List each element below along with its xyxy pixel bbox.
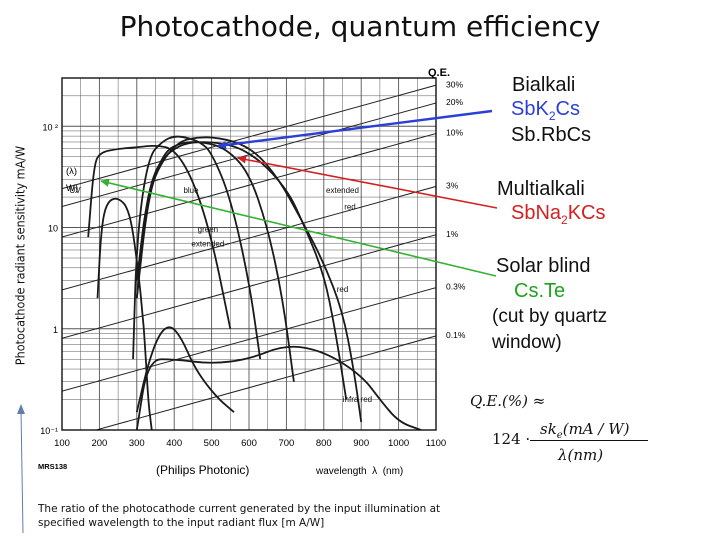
x-tick-label: 400: [166, 438, 182, 449]
curve-labels: UV blue extended red green extended red infra r…: [70, 186, 373, 404]
y-tick-label: 10⁻¹: [40, 426, 58, 436]
curve-label: blue: [183, 186, 199, 195]
curve-label: red: [337, 285, 349, 294]
x-tick-label: 500: [204, 438, 220, 449]
curve-red: [135, 141, 348, 400]
fraction-bar: [530, 440, 648, 441]
x-tick-label: 300: [129, 438, 145, 449]
x-tick-label: 700: [278, 438, 294, 449]
curve-infra-red: [135, 345, 422, 430]
y-tick-label: 1: [53, 325, 58, 335]
x-tick-label: 100: [54, 438, 70, 449]
blue-arrow: [217, 109, 493, 149]
legend-sbna2kcs: SbNa2KCs: [511, 202, 606, 227]
x-tick-label: 600: [241, 438, 257, 449]
qe-labels: 30% 20% 10% 3% 1% 0.3% 0.1%: [446, 79, 466, 340]
y-label-line2: W): [66, 183, 78, 194]
formula-lhs: Q.E.(%) ≈: [470, 392, 546, 410]
curve-label: extended: [191, 239, 224, 248]
curve-green-extended: [135, 141, 295, 382]
qe-diagonal-lines: [62, 84, 436, 430]
legend-quartz-note-2: window): [492, 332, 562, 353]
qe-label: 0.3%: [446, 282, 466, 292]
qe-axis-title: Q.E.: [428, 67, 450, 79]
green-arrow: [100, 178, 497, 277]
curves: [87, 135, 422, 430]
formula-factor: 124 ·: [492, 430, 531, 448]
y-label-line1: (λ): [66, 166, 77, 177]
curve-UV: [87, 144, 232, 329]
qe-formula: Q.E.(%) ≈ 124 · ske(mA / W) λ(nm): [470, 390, 710, 480]
curve-label: infra red: [343, 395, 372, 404]
legend-multialkali-title: Multialkali: [497, 178, 585, 200]
formula-numerator: ske(mA / W): [540, 420, 630, 441]
qe-line: [62, 132, 436, 238]
y-tick-label: 10 ²: [42, 122, 58, 132]
grid: [62, 78, 436, 430]
plot-frame: [61, 77, 437, 431]
qe-line: [94, 335, 436, 430]
caption-pointer-line: [20, 409, 24, 534]
x-tick-labels: 100 200 300 400 500 600 700 800 900 1000 1100: [54, 438, 446, 449]
legend-quartz-note-1: (cut by quartz: [492, 306, 608, 327]
caption-pointer-arrowhead: [17, 404, 25, 414]
corner-code: MRS138: [38, 462, 67, 471]
chart-footer-source: (Philips Photonic): [156, 463, 249, 477]
x-axis-label: wavelength λ (nm): [315, 466, 403, 477]
curve-bump: [135, 326, 235, 413]
qe-label: 20%: [446, 97, 463, 107]
y-tick-labels: 10⁻¹ 1 10 10 ²: [40, 122, 58, 436]
curve-label: extended: [326, 186, 359, 195]
curve-label: green: [198, 225, 218, 234]
legend-sbrbcs: Sb.RbCs: [511, 124, 592, 146]
curve-solar-blind: [96, 197, 153, 430]
curve-label: red: [344, 203, 356, 212]
qe-label: 30%: [446, 79, 463, 89]
x-tick-label: 900: [353, 438, 369, 449]
y-tick-label: 10: [48, 224, 58, 234]
qe-line: [62, 185, 436, 291]
qe-label: 0.1%: [446, 330, 466, 340]
legend-solar-blind-title: Solar blind: [496, 255, 591, 277]
formula-denominator: λ(nm): [558, 446, 604, 464]
curve-extended-red: [135, 136, 363, 423]
qe-line: [62, 287, 436, 392]
x-tick-label: 1000: [388, 438, 409, 449]
x-tick-label: 200: [91, 438, 107, 449]
x-tick-label: 1100: [426, 438, 446, 449]
caption-text: The ratio of the photocathode current ge…: [38, 503, 441, 529]
qe-line: [62, 84, 436, 190]
qe-label: 3%: [446, 181, 459, 191]
qe-label: 1%: [446, 229, 459, 239]
legend-bialkali-title: Bialkali: [512, 74, 576, 96]
x-tick-label: 800: [316, 438, 332, 449]
curve-label: UV: [70, 186, 82, 195]
red-arrow: [237, 155, 498, 209]
qe-label: 10%: [446, 128, 463, 138]
slide-title: Photocathode, quantum efficiency: [119, 10, 601, 43]
curve-blue: [132, 135, 262, 360]
legend-sbk2cs: SbK2Cs: [511, 98, 580, 123]
legend-cste: Cs.Te: [514, 280, 566, 302]
